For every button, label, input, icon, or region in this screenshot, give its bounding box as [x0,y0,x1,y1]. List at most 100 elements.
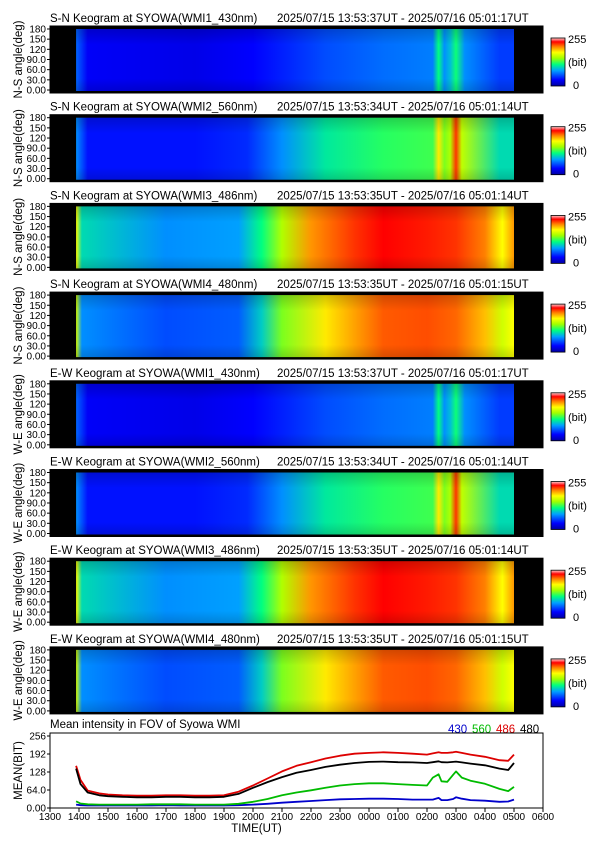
y-tick-label: 150 [29,656,46,667]
colorbar-min-label: 0 [573,80,579,92]
y-tick-label: 90.0 [27,499,47,510]
x-tick-label: 2000 [242,812,265,823]
mean-intensity-plot: Mean intensity in FOV of Syowa WMI 430 560… [13,719,555,835]
x-tick-label: 0300 [445,812,468,823]
y-tick-label: 30.0 [27,341,47,352]
colorbar [550,303,566,353]
y-tick-label: 30.0 [27,75,47,86]
y-axis-label: W-E angle(deg) [13,374,25,454]
y-tick-label: 180 [29,557,46,568]
y-axis-label: W-E angle(deg) [13,640,25,720]
y-tick-label: 150 [29,123,46,134]
y-tick-label: 120 [29,400,46,411]
y-tick-label: 90.0 [27,587,47,598]
colorbar [550,392,566,442]
colorbar [550,214,566,264]
x-tick-label: 0200 [416,812,439,823]
series-line-486 [75,750,515,797]
y-tick-label: 150 [29,301,46,312]
keogram-panel: E-W Keogram at SYOWA(WMI4_480nm) 2025/07/… [13,634,587,721]
y-tick-label: 150 [29,567,46,578]
y-tick-label: 120 [29,666,46,677]
x-tick-label: 2100 [271,812,294,823]
colorbar-max-label: 255 [568,34,586,46]
keogram-panel: S-N Keogram at SYOWA(WMI3_486nm) 2025/07/… [13,190,587,275]
y-tick-label: 192 [29,750,46,761]
keogram-panel: S-N Keogram at SYOWA(WMI2_560nm) 2025/07/… [13,102,587,187]
x-axis-label: TIME(UT) [231,823,282,835]
x-tick-label: 0600 [532,812,555,823]
keogram-shading [76,117,514,180]
y-tick-label: 120 [29,488,46,499]
y-tick-label: 90.0 [27,321,47,332]
panel-time-range: 2025/07/15 13:53:34UT - 2025/07/16 05:01… [277,102,529,114]
y-tick-label: 60.0 [27,331,47,342]
keogram-panel: S-N Keogram at SYOWA(WMI4_480nm) 2025/07/… [13,279,587,364]
y-tick-label: 120 [29,577,46,588]
y-tick-label: 150 [29,478,46,489]
colorbar-min-label: 0 [573,169,579,181]
keogram-panel: E-W Keogram at SYOWA(WMI1_430nm) 2025/07/… [13,368,587,455]
y-tick-label: 0.00 [27,263,47,274]
colorbar-max-label: 255 [568,211,586,223]
colorbar [550,569,566,619]
colorbar-max-label: 255 [568,478,586,490]
x-tick-label: 1600 [126,812,149,823]
y-tick-label: 0.00 [27,618,47,629]
x-tick-label: 1500 [97,812,120,823]
y-axis-label: N-S angle(deg) [13,20,25,98]
y-tick-label: 128 [29,768,46,779]
colorbar [550,658,566,708]
x-tick-label: 0500 [503,812,526,823]
panel-time-range: 2025/07/15 13:53:35UT - 2025/07/16 05:01… [277,634,529,646]
y-tick-label: 180 [29,25,46,36]
y-tick-label: 30.0 [27,253,47,264]
y-tick-label: 30.0 [27,430,47,441]
keogram-shading [76,295,514,358]
colorbar [550,126,566,176]
y-axis-label: N-S angle(deg) [13,109,25,187]
y-tick-label: 30.0 [27,696,47,707]
x-tick-label: 1300 [39,812,62,823]
y-tick-label: 256 [29,732,46,743]
y-axis-label: W-E angle(deg) [13,463,25,543]
mean-plot-title: Mean intensity in FOV of Syowa WMI [50,719,240,731]
panel-title: S-N Keogram at SYOWA(WMI2_560nm) [50,102,257,114]
y-tick-label: 90.0 [27,410,47,421]
x-tick-label: 1700 [155,812,178,823]
colorbar-max-label: 255 [568,566,586,578]
x-tick-label: 1800 [184,812,207,823]
colorbar-max-label: 255 [568,389,586,401]
colorbar-max-label: 255 [568,123,586,135]
y-tick-label: 0.00 [27,86,47,97]
panel-time-range: 2025/07/15 13:53:35UT - 2025/07/16 05:01… [277,279,529,291]
y-tick-label: 60.0 [27,509,47,520]
panel-title: S-N Keogram at SYOWA(WMI4_480nm) [50,279,257,291]
y-axis-label: W-E angle(deg) [13,551,25,631]
panel-time-range: 2025/07/15 13:53:37UT - 2025/07/16 05:01… [277,368,529,380]
y-tick-label: 180 [29,468,46,479]
colorbar-min-label: 0 [573,435,579,447]
panel-title: E-W Keogram at SYOWA(WMI2_560nm) [50,457,260,469]
keogram-panel: E-W Keogram at SYOWA(WMI3_486nm) 2025/07/… [13,545,587,632]
colorbar-unit-label: (bit) [568,412,587,424]
keogram-shading [76,206,514,269]
y-axis-label: N-S angle(deg) [13,286,25,364]
colorbar-unit-label: (bit) [568,323,587,335]
colorbar-min-label: 0 [573,701,579,713]
colorbar [550,37,566,87]
colorbar-min-label: 0 [573,257,579,269]
panel-title: S-N Keogram at SYOWA(WMI3_486nm) [50,190,257,202]
y-tick-label: 150 [29,389,46,400]
colorbar-unit-label: (bit) [568,234,587,246]
y-tick-label: 180 [29,379,46,390]
x-tick-label: 0100 [387,812,410,823]
y-tick-label: 180 [29,113,46,124]
colorbar-unit-label: (bit) [568,678,587,690]
y-tick-label: 60.0 [27,154,47,165]
colorbar-min-label: 0 [573,346,579,358]
y-tick-label: 30.0 [27,519,47,530]
y-tick-label: 120 [29,134,46,145]
panel-time-range: 2025/07/15 13:53:35UT - 2025/07/16 05:01… [277,545,529,557]
